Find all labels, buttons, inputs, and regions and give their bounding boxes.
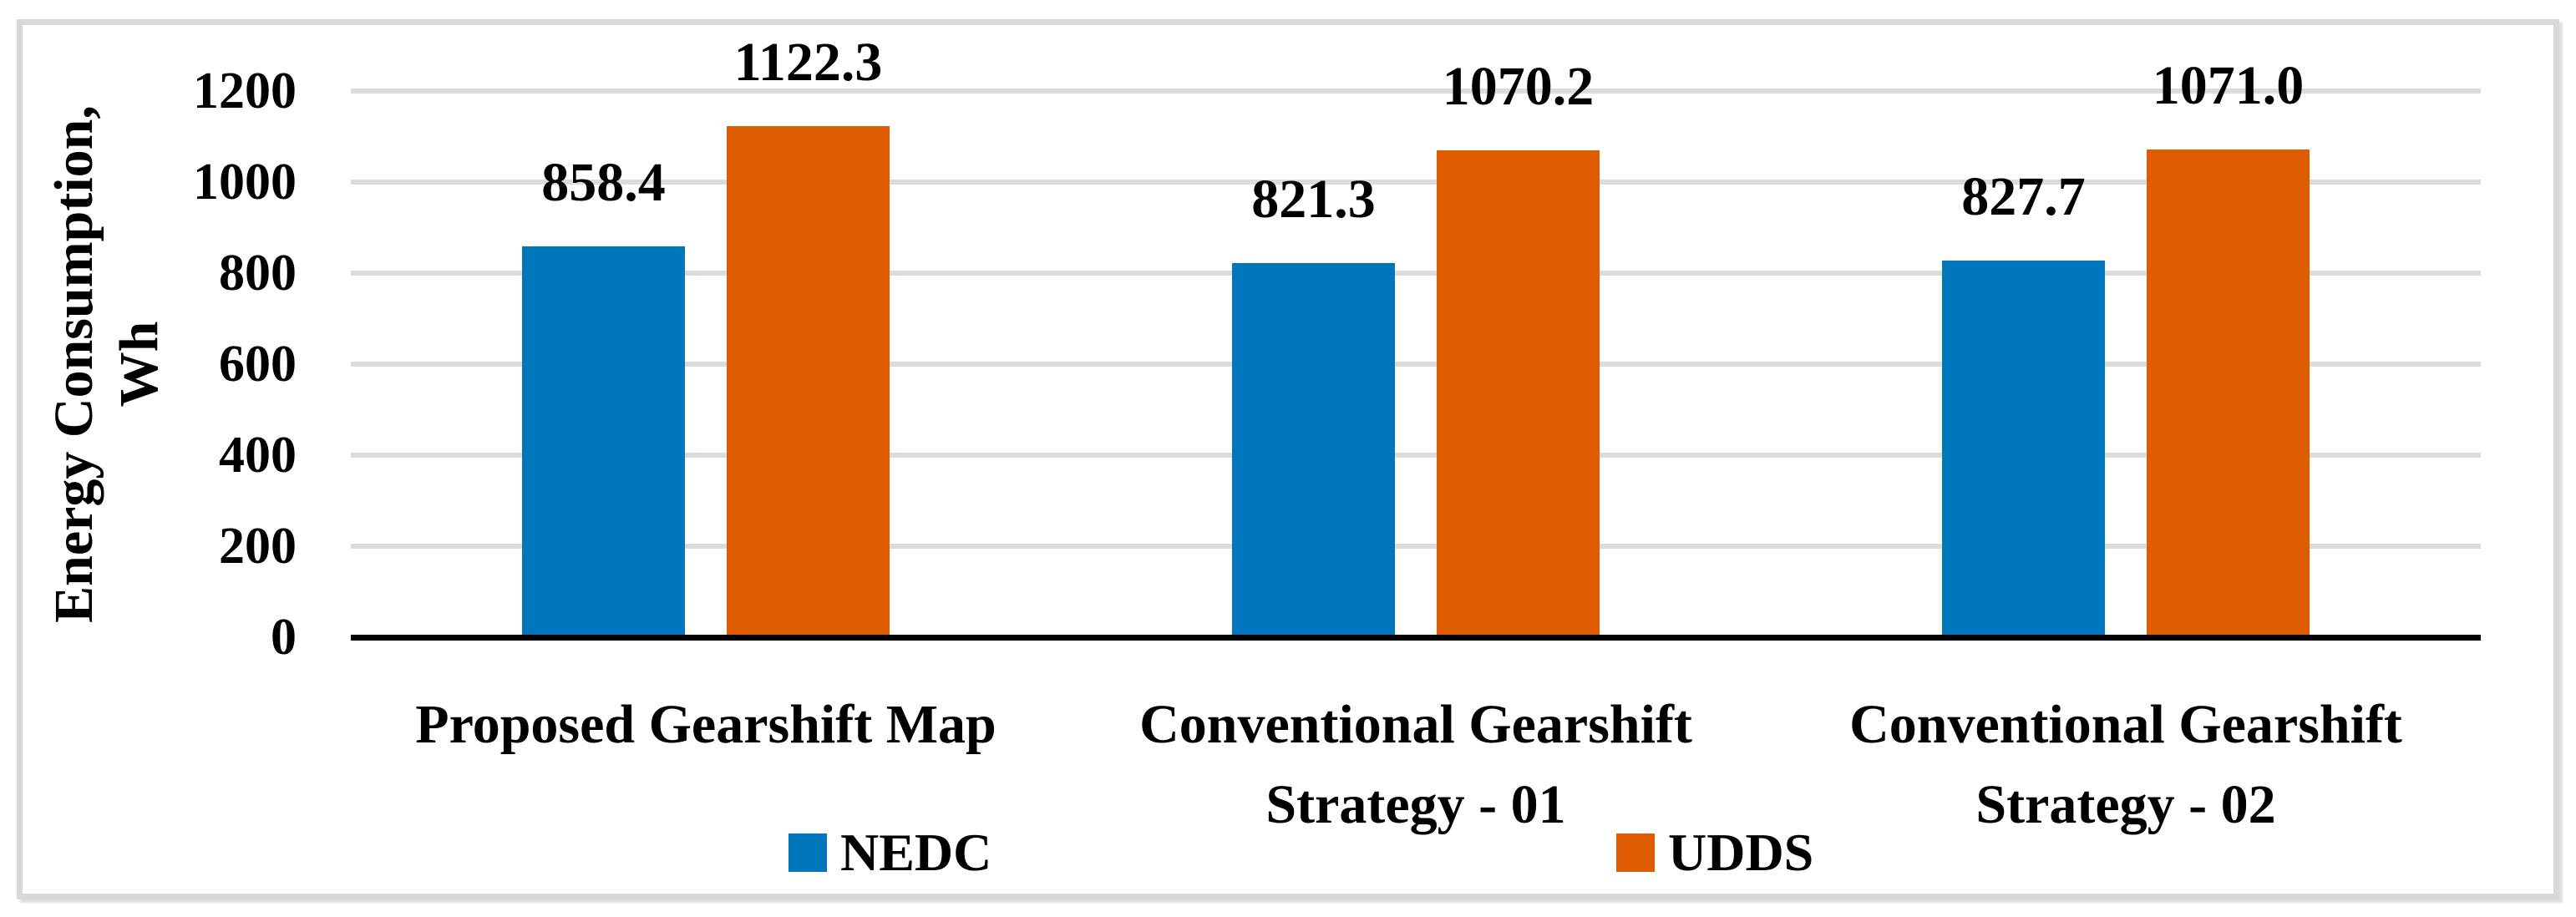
- y-tick-label: 400: [219, 427, 297, 484]
- bar-value-label: 858.4: [541, 152, 666, 214]
- bar-value-label: 1071.0: [2152, 55, 2305, 117]
- legend-item-nedc: NEDC: [789, 823, 992, 882]
- y-tick-label: 600: [219, 336, 297, 393]
- gridline: [351, 453, 2481, 458]
- bar-nedc: [1232, 263, 1395, 635]
- x-category-label: Proposed Gearshift Map: [415, 694, 996, 755]
- legend-label: NEDC: [840, 823, 992, 882]
- bar-value-label: 827.7: [1961, 165, 2086, 227]
- y-tick-label: 800: [219, 245, 297, 301]
- gridline: [351, 544, 2481, 549]
- legend-label: UDDS: [1668, 823, 1814, 882]
- y-tick-label: 1200: [193, 63, 297, 119]
- legend-item-udds: UDDS: [1616, 823, 1814, 882]
- gridline: [351, 271, 2481, 276]
- y-tick-label: 1000: [193, 154, 297, 210]
- x-category-label: Conventional Gearshift Strategy - 01: [1139, 694, 1692, 835]
- legend-swatch-nedc: [789, 833, 827, 872]
- bar-nedc: [522, 246, 685, 635]
- bar-udds: [2147, 149, 2310, 635]
- chart-frame: [17, 19, 2559, 899]
- gridline: [351, 362, 2481, 367]
- bar-value-label: 821.3: [1251, 169, 1376, 231]
- bar-value-label: 1070.2: [1442, 55, 1595, 117]
- y-tick-label: 200: [219, 518, 297, 575]
- bar-udds: [727, 126, 890, 635]
- bar-value-label: 1122.3: [733, 32, 883, 94]
- bar-nedc: [1942, 260, 2105, 635]
- legend-swatch-udds: [1616, 833, 1655, 872]
- x-axis-line: [351, 635, 2481, 641]
- gridline: [351, 89, 2481, 94]
- bar-udds: [1437, 149, 1600, 635]
- x-category-label: Conventional Gearshift Strategy - 02: [1849, 694, 2402, 835]
- gridline: [351, 180, 2481, 185]
- y-tick-label: 0: [271, 609, 297, 666]
